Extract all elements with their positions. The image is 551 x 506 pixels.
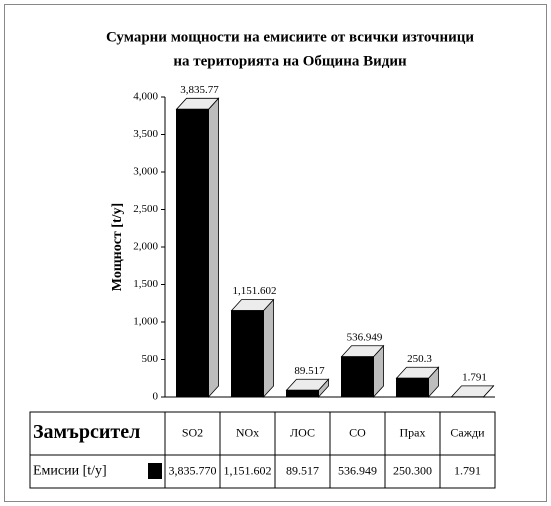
bar-side — [208, 97, 219, 399]
bar — [231, 310, 264, 398]
value-label: 89.517 — [294, 365, 325, 377]
bar-top — [450, 385, 495, 398]
table-value: 536.949 — [338, 463, 377, 477]
y-tick-label: 0 — [153, 391, 159, 403]
y-tick-label: 3,000 — [133, 166, 158, 178]
y-axis-label: Мощност [t/y] — [110, 203, 125, 291]
table-header: Замърсител — [33, 421, 140, 443]
x-tick-label: SO2 — [182, 425, 203, 439]
value-label: 250.3 — [407, 353, 432, 365]
legend-label: Емисии [t/y] — [33, 464, 107, 479]
value-label: 1.791 — [462, 371, 487, 383]
x-tick-label: ЛОС — [290, 425, 315, 439]
value-label: 3,835.77 — [180, 84, 219, 96]
x-tick-label: NOx — [236, 425, 259, 439]
table-cell — [29, 411, 166, 456]
table-value: 89.517 — [286, 463, 319, 477]
table-value: 1,151.602 — [224, 463, 272, 477]
table-cell — [219, 454, 276, 489]
table-value: 3,835.770 — [169, 463, 217, 477]
bar-side — [263, 298, 274, 399]
table-value: 1.791 — [454, 463, 481, 477]
chart-subtitle: на територията на Община Видин — [173, 53, 407, 69]
table-cell — [219, 411, 276, 456]
x-tick-label: Сажди — [450, 425, 485, 439]
bar — [286, 389, 319, 398]
y-tick-label: 3,500 — [133, 128, 158, 140]
bar — [176, 108, 209, 398]
table-cell — [439, 454, 496, 489]
value-label: 536.949 — [347, 331, 383, 343]
table-cell — [164, 454, 221, 489]
y-tick-label: 1,500 — [133, 278, 158, 290]
frame — [4, 4, 547, 502]
y-tick-label: 2,000 — [133, 241, 158, 253]
table-cell — [329, 411, 386, 456]
x-tick-label: Прах — [400, 425, 426, 439]
table-cell — [164, 411, 221, 456]
value-label: 1,151.602 — [233, 285, 277, 297]
legend-swatch — [148, 463, 162, 479]
table-value: 250.300 — [393, 463, 432, 477]
y-tick-label: 2,500 — [133, 203, 158, 215]
bar — [396, 377, 429, 398]
y-tick-label: 1,000 — [133, 316, 158, 328]
table-cell — [274, 411, 331, 456]
y-tick-label: 500 — [142, 353, 159, 365]
bar — [341, 356, 374, 398]
table-cell — [439, 411, 496, 456]
y-tick-label: 4,000 — [133, 91, 158, 103]
table-cell — [384, 411, 441, 456]
chart-title: Сумарни мощности на емисиите от всички и… — [106, 29, 474, 45]
x-tick-label: CO — [349, 425, 366, 439]
